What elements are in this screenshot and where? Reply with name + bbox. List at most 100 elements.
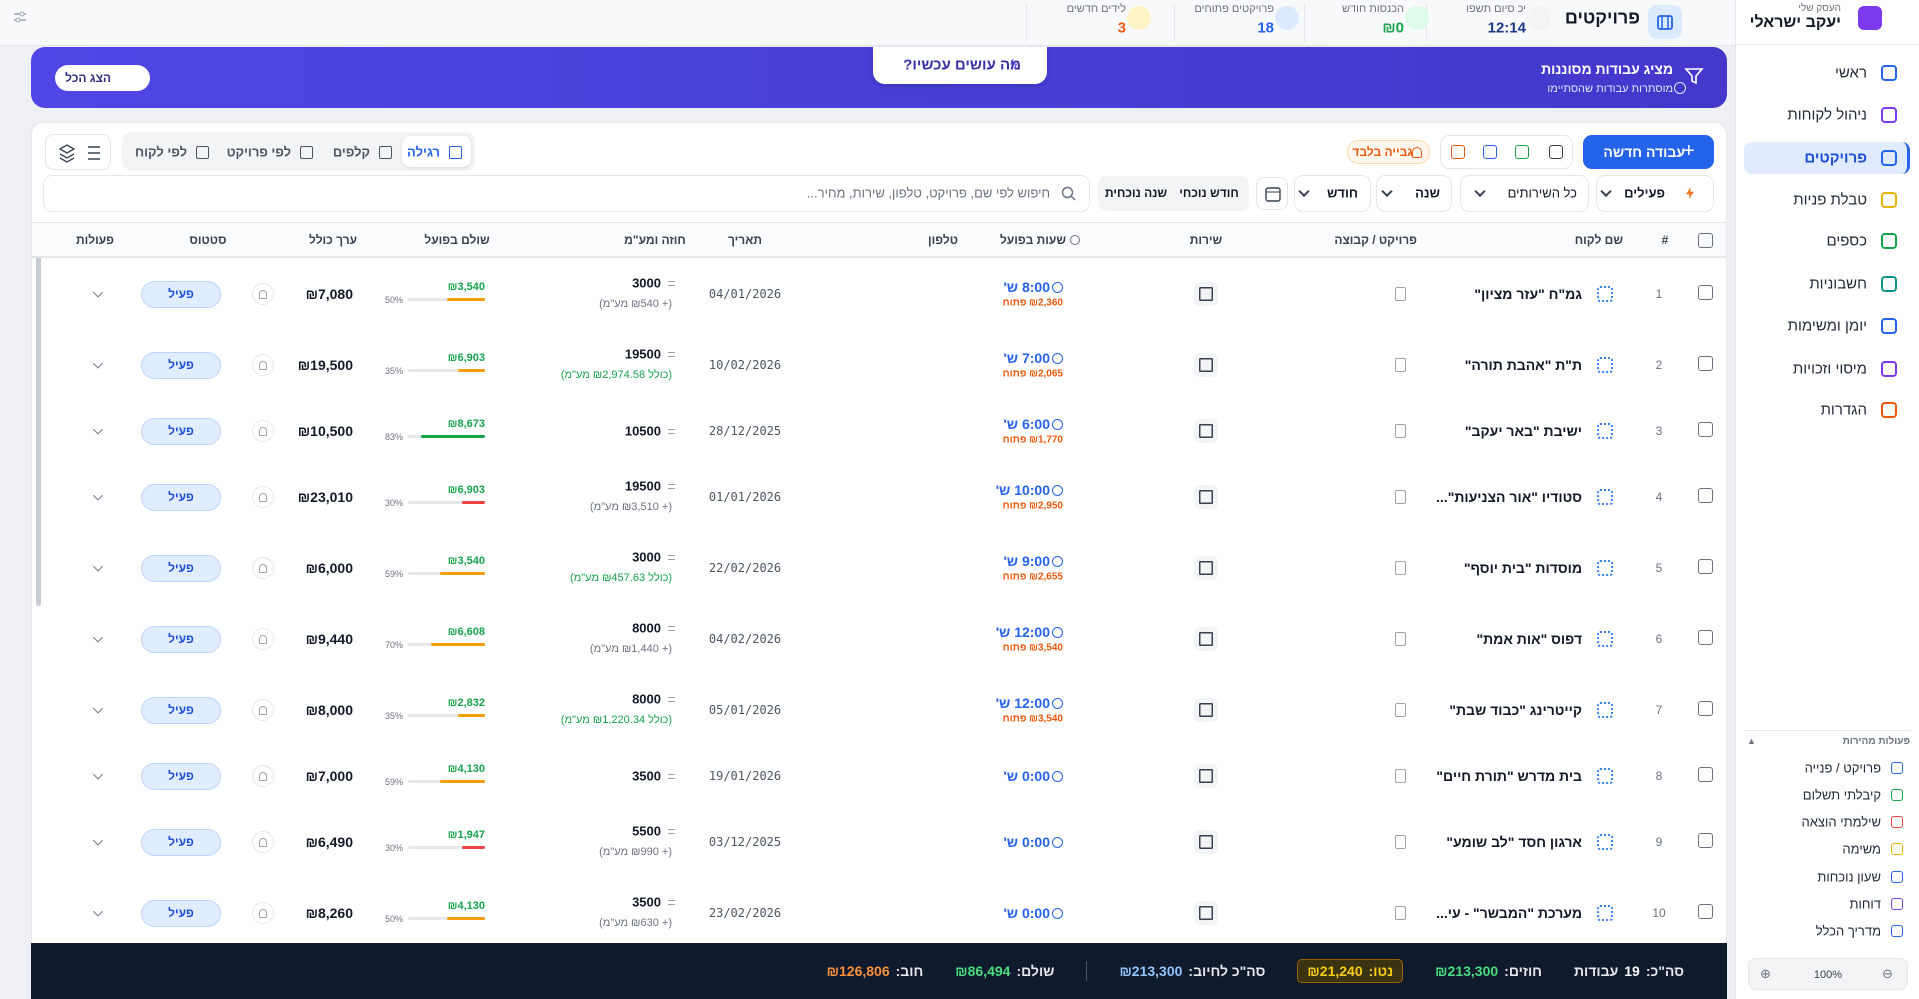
status-pill[interactable] xyxy=(141,483,221,511)
status-pill[interactable] xyxy=(141,417,221,445)
collection-only-toggle[interactable] xyxy=(1347,140,1430,164)
project-icon xyxy=(1394,424,1406,438)
status-pill[interactable] xyxy=(141,828,221,856)
row-checkbox[interactable] xyxy=(1697,766,1713,782)
view-tab[interactable]: לפי פרויקט xyxy=(226,144,291,160)
row-checkbox[interactable] xyxy=(1697,487,1713,503)
row-checkbox[interactable] xyxy=(1697,421,1713,437)
edit-icon xyxy=(667,280,675,286)
collapse-toggle[interactable]: ▲ xyxy=(1747,736,1756,746)
reminder-button[interactable] xyxy=(252,902,274,924)
nav-item[interactable]: ניהול לקוחות xyxy=(1787,106,1867,124)
reminder-button[interactable] xyxy=(252,557,274,579)
status-pill[interactable] xyxy=(141,899,221,927)
nav-item[interactable]: פרויקטים xyxy=(1804,149,1867,167)
status-pill[interactable] xyxy=(141,625,221,653)
row-checkbox[interactable] xyxy=(1697,558,1713,574)
quick-action[interactable]: שעון נוכחות xyxy=(1817,869,1881,885)
client-name[interactable]: ישיבת "באר יעקב" xyxy=(1464,423,1582,439)
row-checkbox[interactable] xyxy=(1697,629,1713,645)
status-pill[interactable] xyxy=(141,280,221,308)
stat-label: יכ סיום תשפו xyxy=(1466,3,1526,15)
reminder-button[interactable] xyxy=(252,765,274,787)
hours: 0:00 ש' xyxy=(1003,834,1050,850)
service-icon xyxy=(1194,764,1218,788)
status-pill[interactable] xyxy=(141,696,221,724)
edit-icon xyxy=(667,696,675,702)
period-segment xyxy=(1098,176,1249,211)
view-tab[interactable]: לפי לקוח xyxy=(134,144,187,160)
reminder-button[interactable] xyxy=(252,486,274,508)
search-input[interactable] xyxy=(43,175,1090,212)
client-name[interactable]: ארגון חסד "לב שומע" xyxy=(1446,834,1582,850)
reminder-button[interactable] xyxy=(252,420,274,442)
date: 01/01/2026 xyxy=(708,490,782,504)
view-tab[interactable]: רגילה xyxy=(407,144,440,160)
client-name[interactable]: דפוס "אות אמת" xyxy=(1476,631,1583,647)
nav-item[interactable]: הגדרות xyxy=(1820,401,1867,419)
reminder-button[interactable] xyxy=(252,831,274,853)
row-checkbox[interactable] xyxy=(1697,903,1713,919)
row-checkbox[interactable] xyxy=(1697,700,1713,716)
new-job-button[interactable] xyxy=(1583,135,1714,169)
paid-amount: ₪8,673 xyxy=(447,418,485,430)
current-year[interactable]: שנה נוכחית xyxy=(1104,186,1168,200)
reminder-button[interactable] xyxy=(252,354,274,376)
client-name[interactable]: בית מדרש "תורת חיים" xyxy=(1436,768,1582,784)
zoom-out[interactable]: ⊖ xyxy=(1882,966,1893,981)
client-name[interactable]: ת"ת "אהבת תורה" xyxy=(1464,357,1582,373)
reminder-button[interactable] xyxy=(252,628,274,650)
client-name[interactable]: סטודיו "אור הצניעות"... xyxy=(1436,489,1582,505)
nav-item[interactable]: כספים xyxy=(1826,232,1867,250)
service-filter[interactable] xyxy=(1460,175,1589,212)
row-index: 6 xyxy=(1655,632,1663,646)
nav-item[interactable]: ראשי xyxy=(1835,64,1867,82)
row-checkbox[interactable] xyxy=(1697,284,1713,300)
status-pill[interactable] xyxy=(141,762,221,790)
view-tab[interactable]: קלפים xyxy=(332,144,370,160)
quick-action[interactable]: משימה xyxy=(1842,841,1881,857)
paid-amount: ₪6,903 xyxy=(447,352,485,364)
zoom-in[interactable]: ⊕ xyxy=(1760,966,1771,981)
quick-action[interactable]: פרויקט / פנייה xyxy=(1804,760,1881,776)
reminder-button[interactable] xyxy=(252,283,274,305)
quick-action[interactable]: שילמתי הוצאה xyxy=(1801,814,1882,830)
service-icon xyxy=(1194,698,1218,722)
nav-item[interactable]: מיסוי וזכויות xyxy=(1792,360,1867,378)
current-month[interactable]: חודש נוכחי xyxy=(1179,186,1239,200)
label: חוזים: xyxy=(1504,963,1542,979)
reminder-button[interactable] xyxy=(252,699,274,721)
row-checkbox[interactable] xyxy=(1697,832,1713,848)
status-pill[interactable] xyxy=(141,554,221,582)
quick-action[interactable]: קיבלתי תשלום xyxy=(1802,787,1881,803)
nav-icon xyxy=(1881,361,1897,377)
bell-icon xyxy=(259,360,267,370)
status-filter[interactable] xyxy=(1596,175,1714,212)
nav-item[interactable]: טבלת פניות xyxy=(1793,191,1867,209)
client-name[interactable]: מערכת "המבשר" - עי... xyxy=(1436,905,1582,921)
status-pill[interactable] xyxy=(141,351,221,379)
nav-item[interactable]: יומן ומשימות xyxy=(1787,317,1867,335)
open-hours-amount: ₪3,540 פתוח xyxy=(1002,642,1063,654)
row-index: 1 xyxy=(1655,287,1663,301)
contract-amount: 19500 xyxy=(624,478,661,494)
calendar-button[interactable] xyxy=(1256,177,1288,210)
zoom-level: 100% xyxy=(1813,969,1843,981)
status: פעיל xyxy=(168,632,194,646)
quick-action[interactable]: דוחות xyxy=(1849,896,1882,912)
row-index: 5 xyxy=(1655,561,1663,575)
row-checkbox[interactable] xyxy=(1697,355,1713,371)
nav-item[interactable]: חשבוניות xyxy=(1809,275,1867,293)
select-all-checkbox[interactable] xyxy=(1698,233,1713,248)
client-name[interactable]: מוסדות "בית יוסף" xyxy=(1463,560,1582,576)
month-filter[interactable] xyxy=(1294,175,1371,212)
quick-action[interactable]: מדריך הכלל xyxy=(1815,923,1881,939)
client-name[interactable]: גמ"ח "עזר מציון" xyxy=(1474,286,1582,302)
what-now-button[interactable] xyxy=(873,47,1047,84)
show-all-button[interactable] xyxy=(55,65,150,91)
settings-icon[interactable] xyxy=(13,11,27,23)
client-name[interactable]: קייטרינג "כבוד שבת" xyxy=(1449,702,1582,718)
year-filter[interactable] xyxy=(1376,175,1452,212)
nav-icon xyxy=(1881,107,1897,123)
